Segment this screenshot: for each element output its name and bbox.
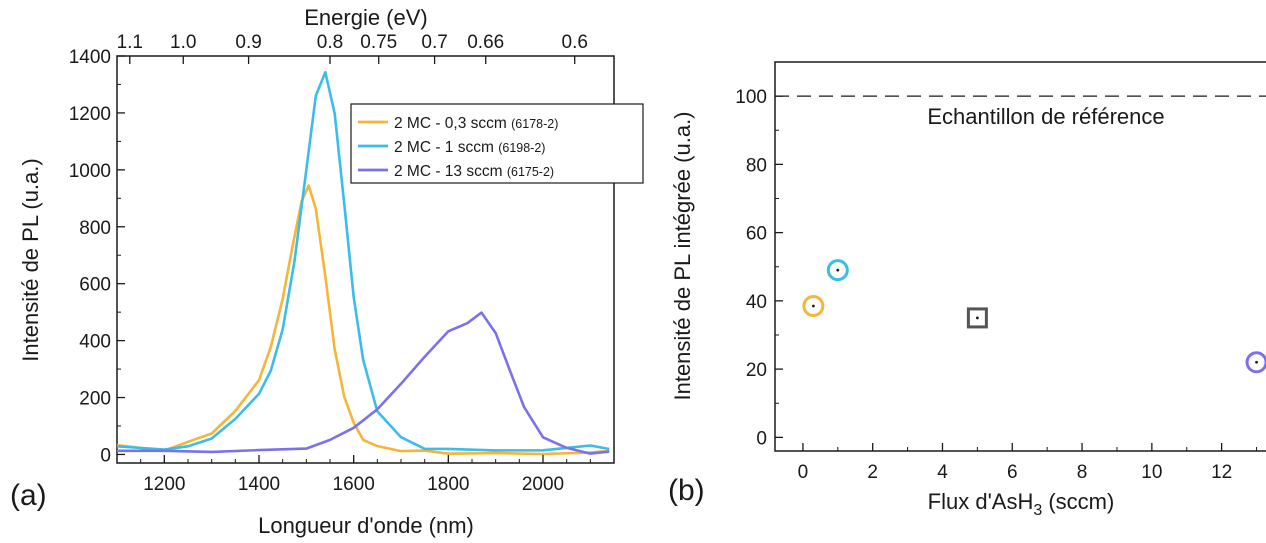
top-axis-label: Energie (eV): [304, 5, 428, 30]
top-tick-label: 0.66: [467, 32, 504, 53]
y-tick-label: 200: [79, 389, 111, 410]
top-tick-label: 1.1: [117, 32, 143, 53]
y-axis-label: Intensité de PL intégrée (u.a.): [670, 111, 695, 400]
x-tick-label: 10: [1141, 462, 1162, 483]
x-tick-label: 6: [1007, 462, 1018, 483]
integrated-intensity-chart: Echantillon de référence 0 2 4 6 8 10 12 0 20 40…: [670, 61, 1266, 519]
y-tick-label: 100: [735, 87, 767, 108]
y-axis-ticks: 0 200 400 600 800 1000 1200 1400: [69, 47, 125, 466]
x-axis-ticks: 1200 1400 1600 1800 2000: [116, 455, 591, 495]
legend-name: 2 MC - 13 sccm: [394, 163, 507, 180]
data-point-circle: [826, 259, 849, 282]
legend-sample: (6175-2): [507, 165, 554, 179]
series-line-3: [117, 311, 610, 455]
x-axis-label: Flux d'AsH3 (sccm): [928, 489, 1115, 519]
y-tick-label: 800: [79, 218, 111, 239]
x-tick-label: 12: [1211, 462, 1232, 483]
panel-b-label: (b): [668, 474, 705, 507]
top-tick-label: 0.9: [235, 32, 261, 53]
legend-name: 2 MC - 1 sccm: [394, 139, 498, 156]
legend-sample: (6198-2): [498, 141, 545, 155]
y-tick-label: 40: [746, 292, 767, 313]
data-point-circle: [1245, 351, 1266, 374]
x-axis-label: Longueur d'onde (nm): [258, 513, 474, 538]
x-tick-label: 2: [867, 462, 878, 483]
series-line-1: [116, 184, 610, 456]
y-tick-label: 0: [756, 428, 767, 449]
data-point-circle: [802, 294, 825, 317]
legend-sample: (6178-2): [511, 117, 558, 131]
series-group: [116, 70, 610, 456]
top-tick-label: 0.8: [317, 32, 343, 53]
top-axis-ticks: 1.1 1.0 0.9 0.8 0.75 0.7 0.66 0.6: [117, 32, 588, 64]
x-tick-label: 2000: [522, 474, 564, 495]
plot-frame-b: [774, 61, 1266, 452]
y-tick-label: 400: [79, 332, 111, 353]
spectra-chart: 1200 1400 1600 1800 2000 0 200 400 600 800 1000 12…: [18, 5, 644, 538]
data-points: [802, 259, 1266, 374]
x-tick-label: 8: [1077, 462, 1088, 483]
x-tick-label: 1400: [238, 474, 280, 495]
y-tick-label: 1200: [69, 104, 111, 125]
x-tick-label: 1600: [333, 474, 375, 495]
top-tick-label: 0.75: [360, 32, 397, 53]
data-point-center: [836, 268, 840, 272]
panel-a-label: (a): [10, 479, 47, 512]
reference-label: Echantillon de référence: [927, 104, 1164, 129]
x-axis-ticks: 0 2 4 6 8 10 12: [798, 443, 1258, 483]
legend-name: 2 MC - 0,3 sccm: [394, 115, 511, 132]
x-tick-label: 0: [798, 462, 809, 483]
y-tick-label: 80: [746, 155, 767, 176]
legend-label: 2 MC - 13 sccm (6175-2): [394, 163, 554, 180]
legend-entries: 2 MC - 0,3 sccm (6178-2) 2 MC - 1 sccm (6…: [358, 115, 558, 180]
data-point-center: [1255, 360, 1258, 364]
x-tick-label: 4: [937, 462, 948, 483]
legend-box: [350, 103, 644, 184]
x-tick-label: 1200: [143, 474, 185, 495]
y-tick-label: 0: [100, 445, 111, 466]
data-point-center: [811, 304, 815, 308]
legend-label: 2 MC - 0,3 sccm (6178-2): [394, 115, 558, 132]
data-point-center: [975, 316, 979, 320]
y-tick-label: 60: [746, 224, 767, 245]
x-tick-label: 1800: [427, 474, 469, 495]
legend: 2 MC - 0,3 sccm (6178-2) 2 MC - 1 sccm (6…: [350, 103, 644, 184]
y-tick-label: 1400: [69, 47, 111, 68]
legend-label: 2 MC - 1 sccm (6198-2): [394, 139, 545, 156]
y-tick-label: 20: [746, 360, 767, 381]
top-tick-label: 0.6: [562, 32, 588, 53]
top-tick-label: 1.0: [170, 32, 196, 53]
y-tick-label: 1000: [69, 161, 111, 182]
plot-frame-a: [116, 55, 615, 464]
data-point-square: [966, 307, 988, 329]
series-line-2: [116, 70, 610, 452]
y-axis-ticks: 0 20 40 60 80 100: [735, 87, 783, 449]
y-tick-label: 600: [79, 275, 111, 296]
y-axis-label: Intensité de PL (u.a.): [18, 158, 43, 361]
top-tick-label: 0.7: [421, 32, 447, 53]
